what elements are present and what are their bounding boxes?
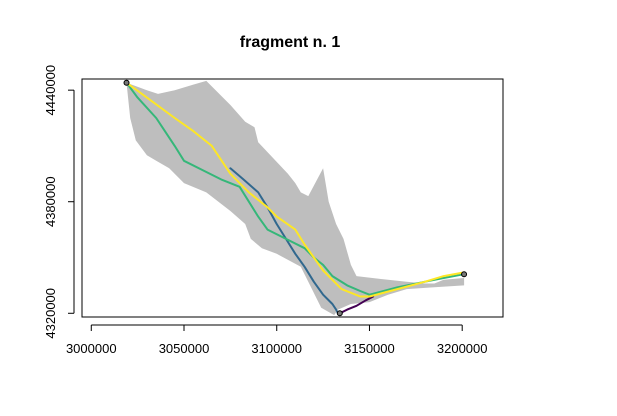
x-tick-label: 3100000 (251, 341, 302, 356)
series-line-2 (229, 167, 339, 315)
x-tick-label: 3000000 (66, 341, 117, 356)
plot-frame (81, 78, 504, 318)
series-layer (125, 81, 466, 315)
x-tick-label: 3200000 (437, 341, 488, 356)
y-tick-label: 4440000 (43, 65, 58, 116)
y-tick-label: 4320000 (43, 288, 58, 339)
y-tick-label: 4380000 (43, 176, 58, 227)
habitat-region (126, 80, 465, 316)
endpoint-marker-1 (123, 79, 130, 86)
x-tick-label: 3050000 (159, 341, 210, 356)
series-line-3 (125, 81, 466, 296)
y-axis: 4320000 4380000 4440000 (43, 65, 75, 339)
series-line-4 (125, 81, 466, 298)
chart-title: fragment n. 1 (240, 34, 341, 51)
endpoint-marker-2 (336, 310, 343, 317)
x-axis: 3000000 3050000 3100000 3150000 3200000 (66, 324, 488, 356)
series-line-1 (338, 295, 375, 315)
region-layer (126, 80, 465, 316)
endpoint-marker-3 (461, 271, 468, 278)
endpoint-layer (123, 79, 468, 317)
x-tick-label: 3150000 (344, 341, 395, 356)
